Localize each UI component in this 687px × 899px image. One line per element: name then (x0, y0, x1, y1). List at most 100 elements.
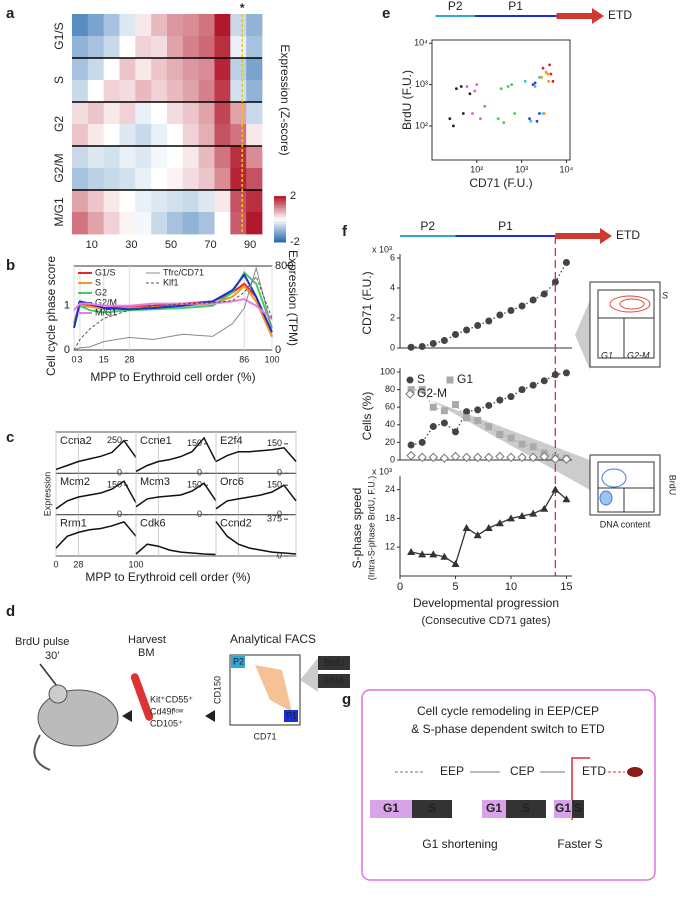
title: & S-phase dependent switch to ETD (411, 722, 605, 736)
point (440, 552, 449, 560)
colorbar (274, 230, 286, 234)
x-tick-label: 100 (264, 354, 279, 364)
point (446, 376, 454, 384)
point (448, 117, 452, 121)
heatmap-cell (167, 102, 184, 125)
series-line (411, 262, 568, 348)
point (496, 430, 504, 438)
stage: ETD (582, 764, 606, 778)
phase-label: S (428, 801, 436, 815)
axis-title: Expression (Z-score) (278, 44, 292, 155)
heatmap-cell (151, 212, 168, 235)
axis-title: Expression (42, 472, 52, 517)
phase-bar (506, 800, 546, 818)
heatmap-cell (230, 212, 247, 235)
series-line (135, 543, 217, 556)
point (483, 104, 487, 108)
contour (601, 468, 627, 488)
panel-title: Ccne1 (140, 435, 172, 447)
point (407, 343, 415, 351)
scale-label: 150 (187, 438, 202, 448)
panel-label: c (6, 429, 14, 446)
axis-title: CD150 (212, 676, 222, 704)
y-tick-label: 12 (385, 542, 395, 552)
erythrocyte (627, 767, 643, 777)
panel-title: Ccna2 (60, 435, 92, 447)
heatmap-cell (182, 80, 200, 103)
heatmap-cell (103, 14, 120, 37)
arrow (205, 710, 215, 722)
point (523, 79, 527, 83)
label-box (318, 674, 350, 688)
point (440, 337, 448, 344)
heatmap-cell (230, 168, 247, 191)
heatmap-cell (72, 168, 89, 191)
x-tick-label: 3 (77, 354, 82, 364)
phase-label: S (522, 801, 530, 815)
point (474, 322, 482, 329)
panel-label: a (6, 5, 15, 22)
heatmap-cell (198, 190, 215, 213)
colorbar (274, 196, 286, 199)
point (429, 340, 437, 347)
heatmap-cell (119, 190, 136, 213)
heatmap-cell (119, 80, 136, 103)
colorbar (274, 235, 286, 238)
point (451, 124, 455, 128)
point (495, 519, 504, 527)
heatmap-cell (87, 14, 105, 37)
heatmap-cell (151, 146, 168, 169)
point (507, 307, 515, 314)
heatmap-cell (72, 190, 89, 213)
heatmap-cell (182, 146, 200, 169)
y-tick-label: 0 (64, 344, 70, 356)
heatmap-cell (214, 168, 231, 191)
x-tick-label: 0 (397, 581, 403, 593)
legend-label: Klf1 (163, 277, 179, 287)
heatmap-cell (182, 190, 200, 213)
row-group-label: G2 (52, 116, 66, 132)
box (361, 689, 656, 881)
legend-label: M/G1 (95, 307, 117, 317)
colorbar-tick: -2 (290, 236, 300, 248)
heatmap-cell (182, 168, 200, 191)
row-group-label: G2/M (52, 153, 66, 182)
point (440, 419, 448, 427)
heatmap-cell (103, 124, 120, 147)
scale-label: 150 (187, 480, 202, 490)
series-line (73, 275, 273, 351)
point (518, 512, 527, 519)
point (473, 531, 482, 539)
label: BrdU (324, 657, 345, 667)
annotation: ETD (608, 8, 632, 22)
y-tick-label: 0 (390, 342, 395, 352)
axis-title: MPP to Erythroid cell order (%) (85, 570, 250, 584)
point (513, 112, 517, 115)
heatmap-cell (214, 102, 231, 125)
series-line (73, 271, 273, 329)
point (440, 407, 448, 415)
row-group-label: M/G1 (52, 197, 66, 227)
heatmap-cell (246, 14, 263, 37)
point (529, 119, 533, 123)
annotation: * (240, 1, 245, 15)
scale-label: 150 (267, 480, 282, 490)
heatmap-cell (87, 80, 105, 103)
scale-label: 375 (267, 514, 282, 524)
colorbar (274, 225, 286, 229)
phase-label: G1 (383, 801, 399, 815)
x-tick-label: 30 (125, 239, 137, 251)
colorbar (274, 228, 286, 231)
point (407, 441, 415, 449)
point (540, 290, 548, 298)
heatmap-cell (103, 80, 120, 103)
x-tick-label: 15 (560, 581, 572, 593)
heatmap-cell (135, 190, 152, 213)
heatmap-cell (182, 124, 200, 147)
zoom-wedge (430, 400, 590, 490)
panel-label: g (342, 691, 351, 708)
heatmap-cell (198, 168, 215, 191)
panel-title: E2f4 (220, 435, 243, 447)
y-tick-label: 20 (385, 437, 395, 447)
point (529, 443, 537, 451)
